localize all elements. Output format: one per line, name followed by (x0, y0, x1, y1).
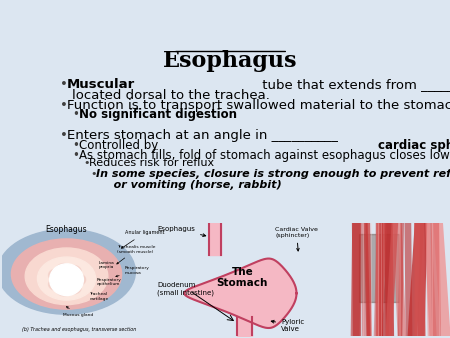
Text: Muscular: Muscular (67, 78, 135, 91)
Text: Respiratory
epithelium: Respiratory epithelium (82, 278, 122, 286)
Text: cardiac sphincter: cardiac sphincter (378, 139, 450, 152)
Text: Esophagus: Esophagus (157, 226, 206, 237)
Ellipse shape (0, 229, 135, 314)
Text: •: • (90, 169, 97, 179)
Text: Esophagus: Esophagus (163, 50, 298, 72)
Text: Cardiac Valve
(sphincter): Cardiac Valve (sphincter) (275, 227, 318, 251)
Text: Enters stomach at an angle in __________: Enters stomach at an angle in __________ (67, 129, 338, 142)
Text: •: • (72, 139, 80, 152)
Text: Esophagus: Esophagus (46, 225, 87, 234)
Text: •: • (60, 99, 68, 112)
Text: Trachealis muscle
(smooth muscle): Trachealis muscle (smooth muscle) (117, 245, 156, 264)
Ellipse shape (37, 257, 95, 300)
Text: No significant digestion: No significant digestion (79, 108, 237, 121)
Text: Reduces risk for reflux: Reduces risk for reflux (90, 159, 215, 168)
Text: Tracheal
cartilage: Tracheal cartilage (79, 292, 109, 301)
Text: •: • (72, 149, 80, 162)
Ellipse shape (50, 264, 83, 295)
Text: •: • (83, 159, 90, 168)
Text: •: • (72, 108, 80, 121)
Polygon shape (49, 264, 86, 296)
Text: Mucous gland: Mucous gland (63, 307, 94, 317)
Text: Respiratory
mucosa: Respiratory mucosa (116, 266, 149, 277)
Text: •: • (60, 129, 68, 142)
Text: or vomiting (horse, rabbit): or vomiting (horse, rabbit) (102, 180, 281, 190)
Text: located dorsal to the trachea.: located dorsal to the trachea. (72, 89, 270, 102)
Text: In some species, closure is strong enough to prevent reflux: In some species, closure is strong enoug… (96, 169, 450, 179)
Text: Duodenum
(small intestine): Duodenum (small intestine) (157, 282, 214, 295)
Text: Pyloric
Valve: Pyloric Valve (271, 319, 304, 332)
Text: The
Stomach: The Stomach (216, 267, 268, 288)
Text: •: • (60, 78, 68, 91)
Text: As stomach fills, fold of stomach against esophagus closes lower end of esophagu: As stomach fills, fold of stomach agains… (79, 149, 450, 162)
Text: (b) Trachea and esophagus, transverse section: (b) Trachea and esophagus, transverse se… (22, 327, 136, 332)
Text: Anular ligament: Anular ligament (122, 231, 164, 248)
Text: Function is to transport swallowed material to the stomach.: Function is to transport swallowed mater… (67, 99, 450, 112)
Ellipse shape (25, 248, 108, 305)
Text: Controlled by: Controlled by (79, 139, 162, 152)
Ellipse shape (11, 239, 122, 309)
Text: tube that extends from _________ to the __________ and is: tube that extends from _________ to the … (257, 78, 450, 91)
Polygon shape (184, 259, 297, 328)
Text: Lamina
propria: Lamina propria (91, 261, 114, 274)
